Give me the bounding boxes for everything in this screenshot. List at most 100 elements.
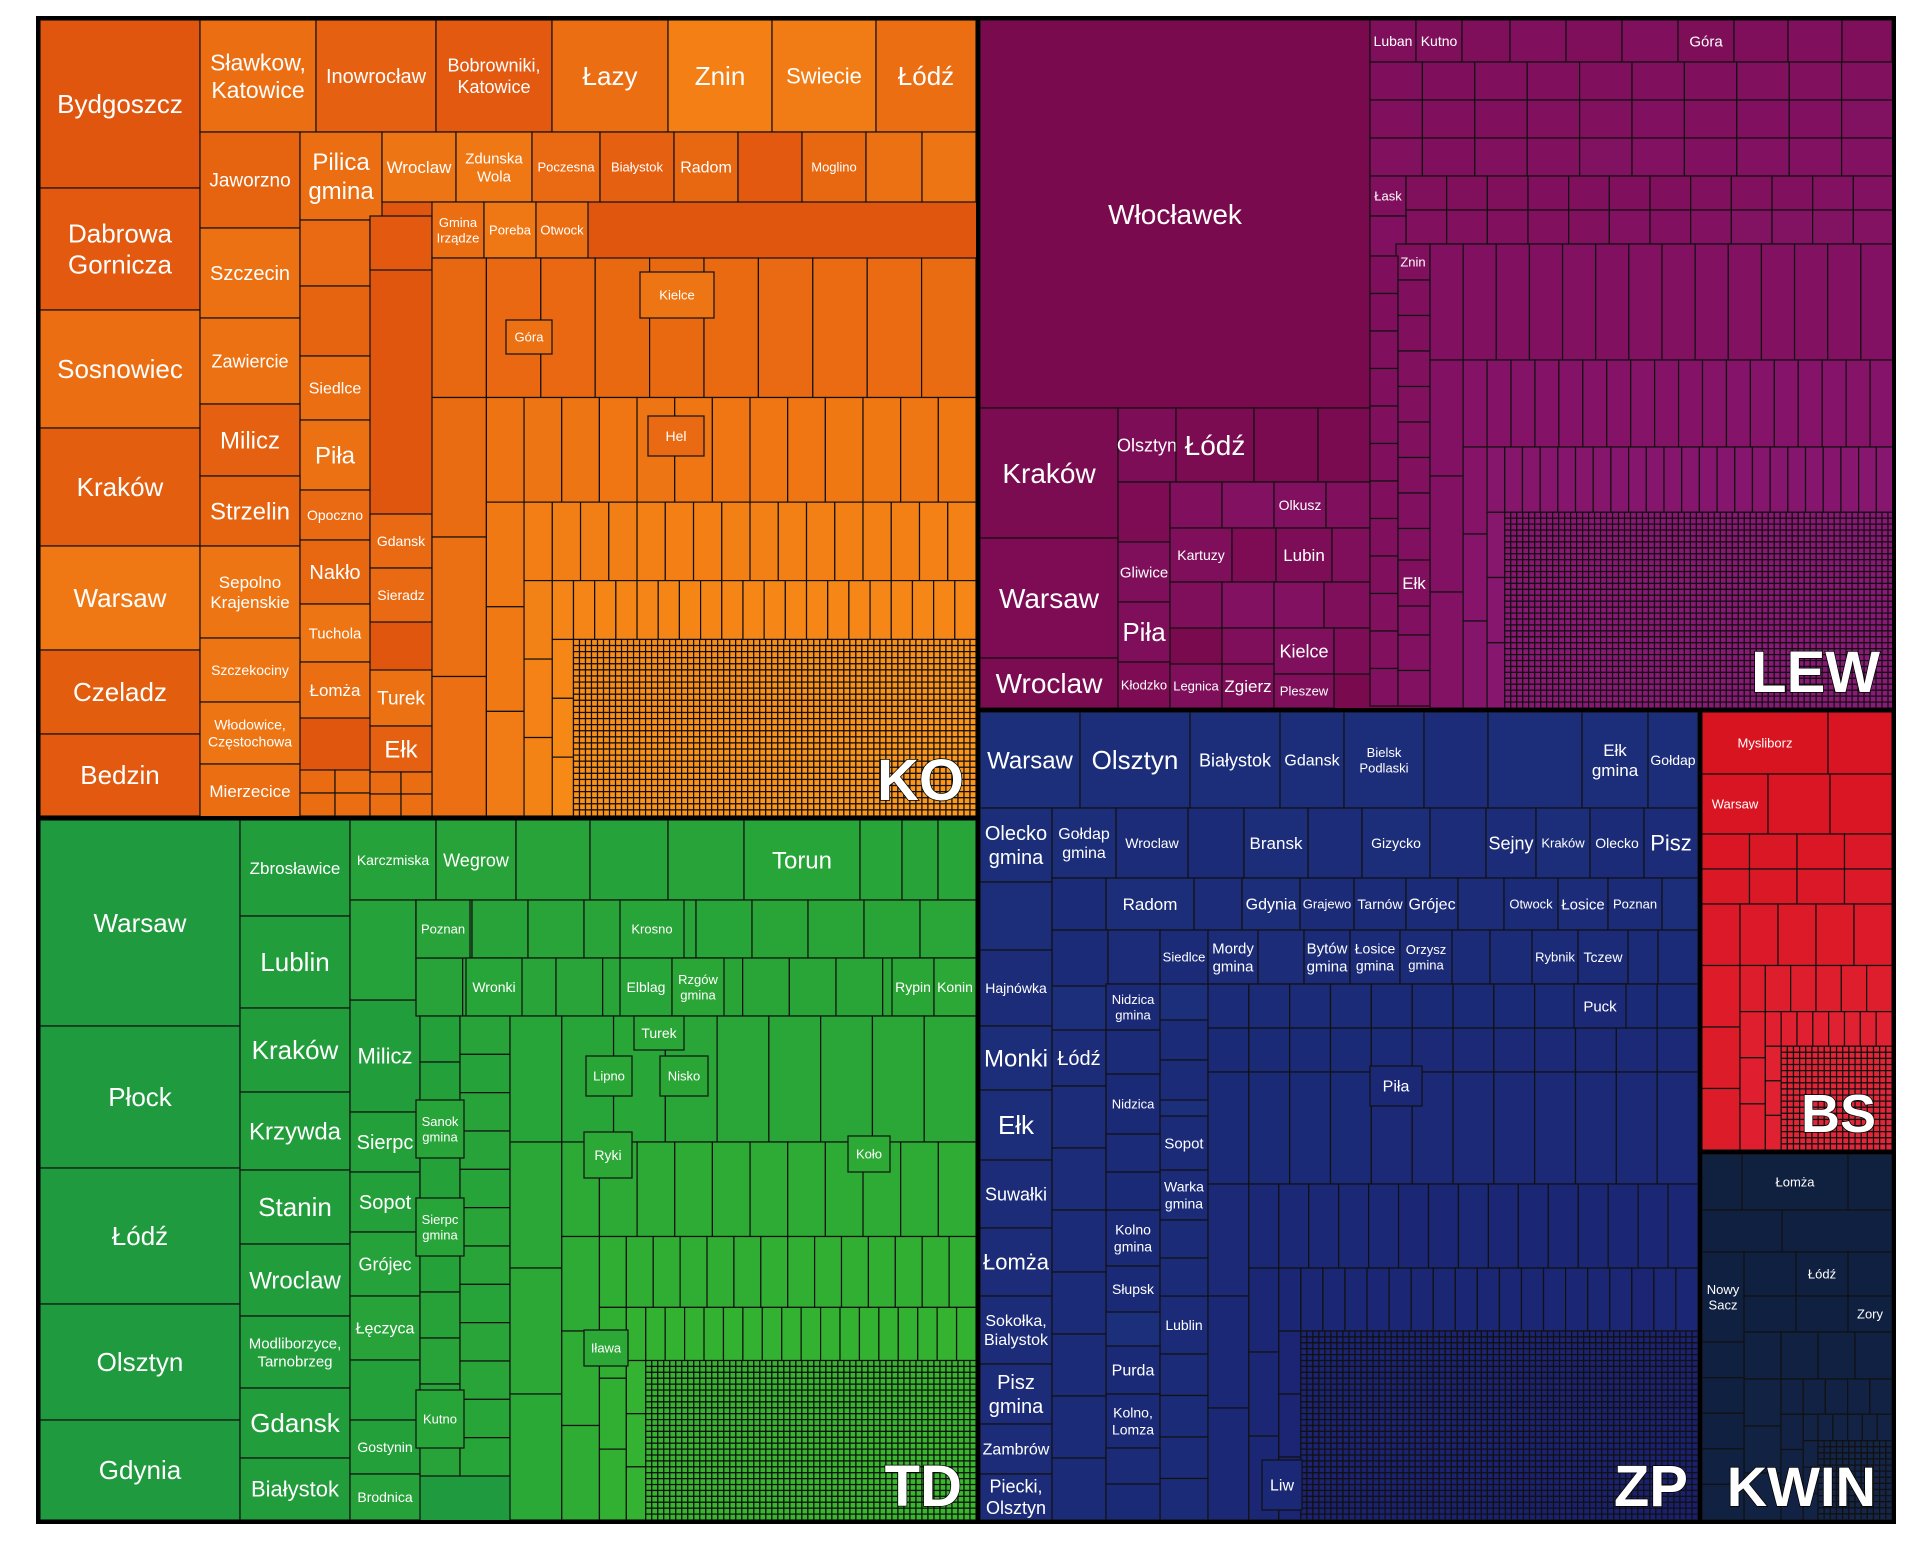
ko-tile xyxy=(890,501,921,582)
lew-tile xyxy=(1713,547,1721,555)
lew-tile xyxy=(1689,654,1697,662)
lew-tile xyxy=(1736,61,1790,101)
ko-tile xyxy=(602,784,611,793)
lew-tile xyxy=(1623,600,1632,608)
ko-tile xyxy=(632,748,641,756)
td-tile xyxy=(657,1383,665,1391)
td-tile xyxy=(723,1371,731,1379)
ko-tile xyxy=(891,717,899,726)
ko-tile xyxy=(711,396,751,503)
ko-tile xyxy=(753,675,761,683)
td-tile xyxy=(801,1371,809,1379)
ko-tile xyxy=(891,730,899,738)
ko-tile xyxy=(927,693,935,701)
ko-tile xyxy=(705,784,713,793)
ko-tile xyxy=(819,809,827,817)
lew-tile xyxy=(1695,636,1703,644)
lew-tile xyxy=(1570,624,1578,632)
ko-tile xyxy=(951,687,959,695)
lew-tile xyxy=(1333,627,1371,675)
lew-tile xyxy=(1677,642,1686,650)
lew-tile xyxy=(1773,600,1781,608)
lew-tile xyxy=(1773,511,1781,519)
lew-tile xyxy=(1631,137,1686,177)
ko-tile xyxy=(742,579,765,641)
ko-tile xyxy=(855,699,863,708)
ko-tile xyxy=(675,717,683,726)
ko-tile xyxy=(681,778,689,787)
ko-tile xyxy=(795,778,803,787)
lew-tile xyxy=(1858,446,1877,513)
lew-tile xyxy=(1647,618,1656,626)
lew-tile xyxy=(1701,541,1709,549)
ko-tile xyxy=(717,803,725,811)
lew-tile xyxy=(1552,553,1560,561)
ko-tile xyxy=(602,693,611,701)
lew-tile xyxy=(1875,553,1883,561)
lew-tile xyxy=(1869,523,1877,531)
lew-tile xyxy=(1659,565,1668,573)
ko-tile xyxy=(590,803,599,811)
ko-tile xyxy=(765,724,773,732)
lew-tile xyxy=(1564,582,1572,590)
ko-tile xyxy=(721,501,751,582)
td-tile xyxy=(915,1383,923,1391)
ko-tile xyxy=(626,742,635,750)
ko-tile xyxy=(735,644,743,653)
lew-tile xyxy=(1761,612,1769,620)
ko-tile xyxy=(699,663,707,671)
lew-tile xyxy=(1546,511,1554,519)
ko-tile xyxy=(927,687,935,695)
lew-tile xyxy=(1683,683,1692,691)
ko-tile xyxy=(765,693,773,701)
ko-tile xyxy=(867,766,875,774)
ko-tile xyxy=(729,791,737,799)
ko-tile xyxy=(873,663,881,671)
lew-tile xyxy=(1677,588,1686,596)
ko-tile xyxy=(699,579,723,641)
lew-tile xyxy=(1731,618,1739,626)
ko-tile xyxy=(753,657,761,665)
ko-tile xyxy=(626,638,635,647)
lew-tile xyxy=(1845,517,1853,525)
ko-label-19: Białystok xyxy=(611,160,664,175)
lew-tile xyxy=(1815,565,1823,573)
ko-tile xyxy=(765,687,773,695)
lew-tile xyxy=(1623,648,1632,656)
lew-tile xyxy=(1510,624,1518,632)
ko-tile xyxy=(620,651,629,659)
ko-tile xyxy=(825,711,833,720)
ko-tile xyxy=(334,769,371,794)
ko-tile xyxy=(741,638,749,647)
lew-tile xyxy=(1677,541,1686,549)
lew-tile xyxy=(1588,600,1596,608)
lew-tile xyxy=(1881,529,1889,537)
ko-tile xyxy=(807,742,815,750)
ko-tile xyxy=(717,724,725,732)
ko-tile xyxy=(861,711,869,720)
lew-tile xyxy=(1743,654,1751,662)
td-tile xyxy=(885,1377,893,1385)
ko-label-8: Inowrocław xyxy=(326,66,427,88)
td-tile xyxy=(625,1306,647,1362)
ko-tile xyxy=(777,705,785,714)
lew-tile xyxy=(1787,446,1807,513)
ko-tile xyxy=(795,772,803,781)
ko-tile xyxy=(644,797,653,805)
lew-tile xyxy=(1576,606,1584,614)
lew-tile xyxy=(1857,588,1865,596)
ko-tile xyxy=(705,791,713,799)
td-tile xyxy=(951,1377,959,1385)
lew-tile xyxy=(1552,636,1560,644)
lew-tile xyxy=(1169,663,1223,709)
lew-tile xyxy=(1552,659,1560,668)
ko-tile xyxy=(801,675,809,683)
ko-tile xyxy=(199,637,301,703)
lew-tile xyxy=(1528,600,1536,608)
td-tile xyxy=(723,1389,731,1397)
ko-tile xyxy=(650,705,659,714)
ko-tile xyxy=(735,766,743,774)
ko-tile xyxy=(638,766,647,774)
ko-tile xyxy=(969,748,977,756)
lew-tile xyxy=(1821,565,1829,573)
